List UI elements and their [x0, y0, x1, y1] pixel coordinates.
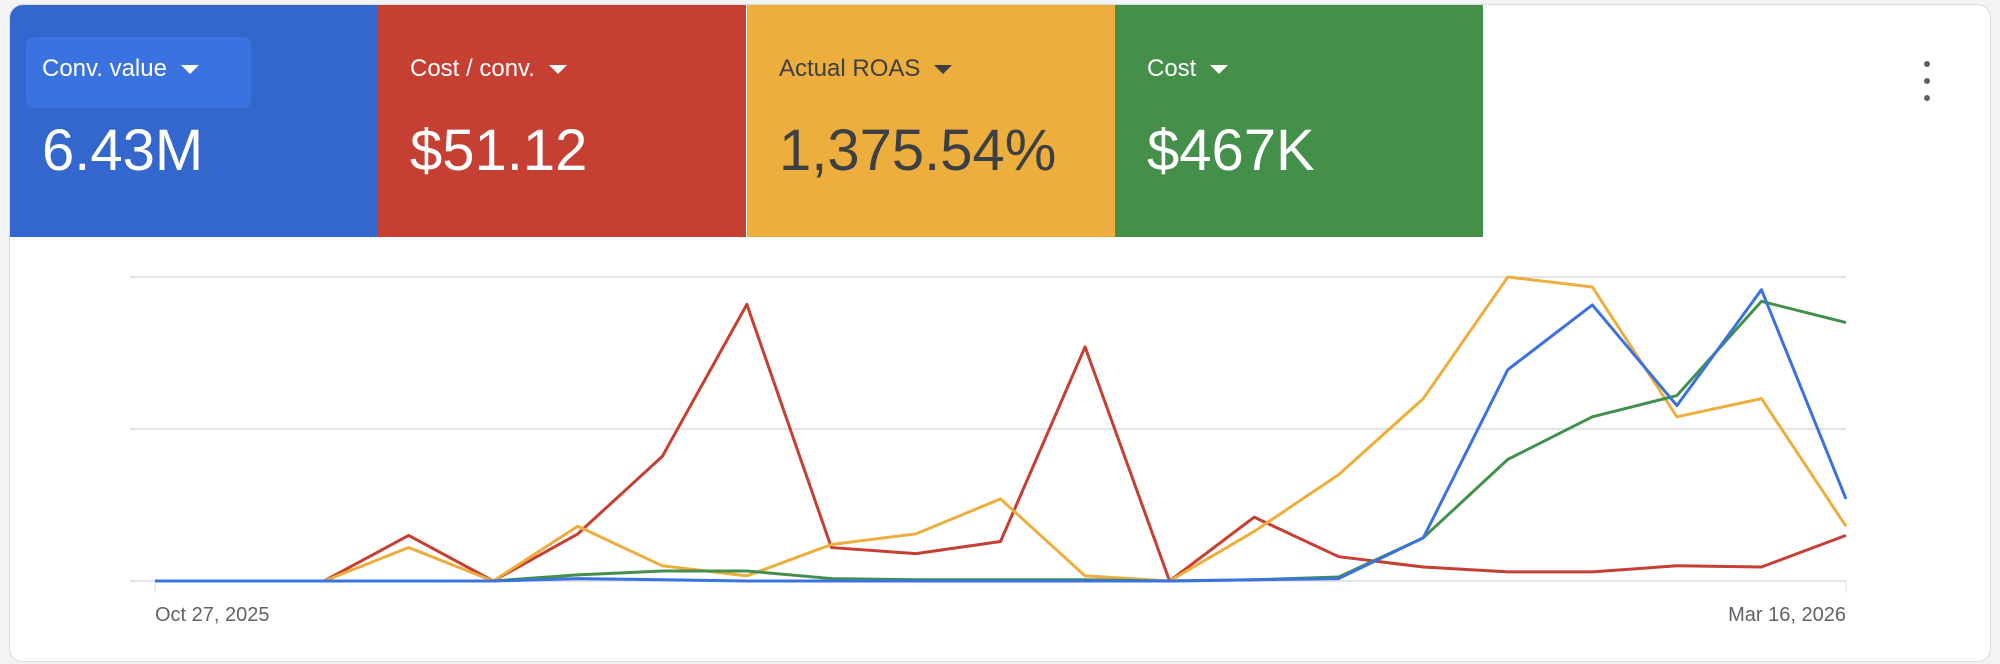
metric-value: $467K	[1147, 118, 1315, 183]
metric-tile-cost[interactable]: Cost $467K	[1115, 5, 1483, 237]
metric-tile-actual-roas[interactable]: Actual ROAS 1,375.54%	[747, 5, 1115, 237]
caret-down-icon	[180, 64, 199, 74]
metric-value: 6.43M	[42, 118, 204, 183]
performance-card: Conv. value 6.43M Cost / conv. $51.12 Ac…	[9, 4, 1991, 662]
metric-selector-chip[interactable]	[26, 37, 251, 108]
metric-dropdown-cost[interactable]: Cost	[1147, 55, 1229, 83]
metric-dropdown-actual-roas[interactable]: Actual ROAS	[779, 55, 953, 83]
x-tick-label-end: Mar 16, 2026	[1728, 604, 1846, 626]
metric-dropdown-conv-value[interactable]: Conv. value	[42, 55, 199, 83]
x-tick-label-start: Oct 27, 2025	[155, 604, 270, 626]
metric-value: 1,375.54%	[779, 118, 1057, 183]
caret-down-icon	[548, 64, 567, 74]
metric-label: Actual ROAS	[779, 55, 921, 82]
metric-dropdown-cost-per-conv[interactable]: Cost / conv.	[410, 55, 567, 83]
metric-label: Cost / conv.	[410, 55, 535, 82]
metric-tile-conv-value[interactable]: Conv. value 6.43M	[10, 5, 378, 237]
series-line-actual-roas	[155, 275, 1848, 583]
metric-tile-cost-per-conv[interactable]: Cost / conv. $51.12	[378, 5, 746, 237]
series-line-conv-value	[155, 288, 1848, 583]
caret-down-icon	[1210, 64, 1229, 74]
metric-label: Conv. value	[42, 55, 167, 82]
metric-value: $51.12	[410, 118, 588, 183]
caret-down-icon	[934, 64, 953, 74]
line-chart: Oct 27, 2025 Mar 16, 2026	[130, 275, 1848, 626]
metric-label: Cost	[1147, 55, 1197, 82]
more-vert-icon[interactable]	[1915, 61, 1939, 101]
series-line-cost-conv-	[155, 302, 1847, 583]
